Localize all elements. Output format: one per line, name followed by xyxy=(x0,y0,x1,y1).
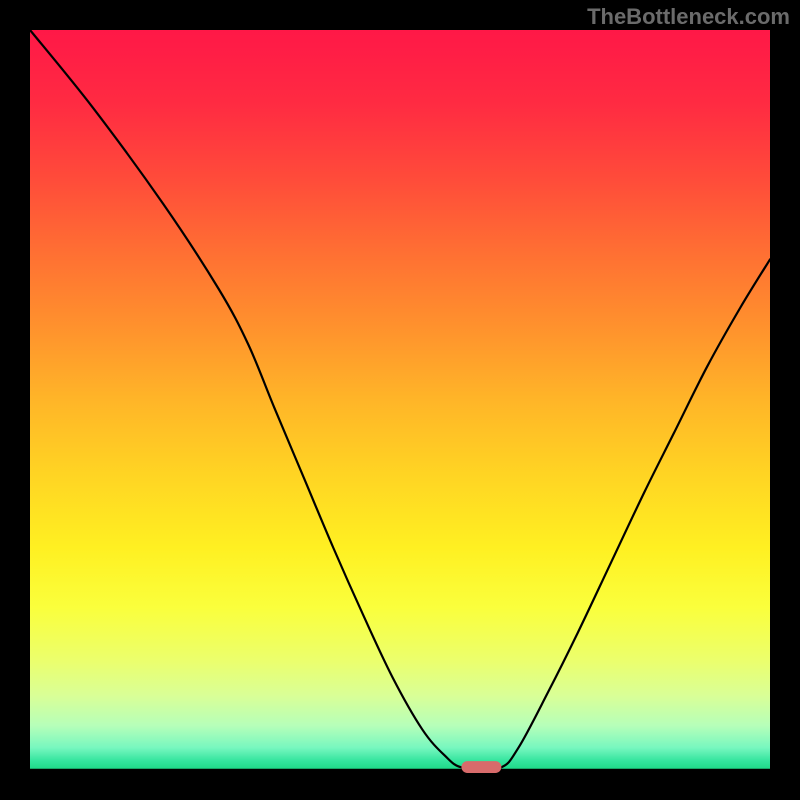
optimal-marker xyxy=(461,761,501,773)
chart-svg xyxy=(0,0,800,800)
watermark-text: TheBottleneck.com xyxy=(587,4,790,30)
plot-background xyxy=(30,30,770,770)
bottleneck-chart: TheBottleneck.com xyxy=(0,0,800,800)
